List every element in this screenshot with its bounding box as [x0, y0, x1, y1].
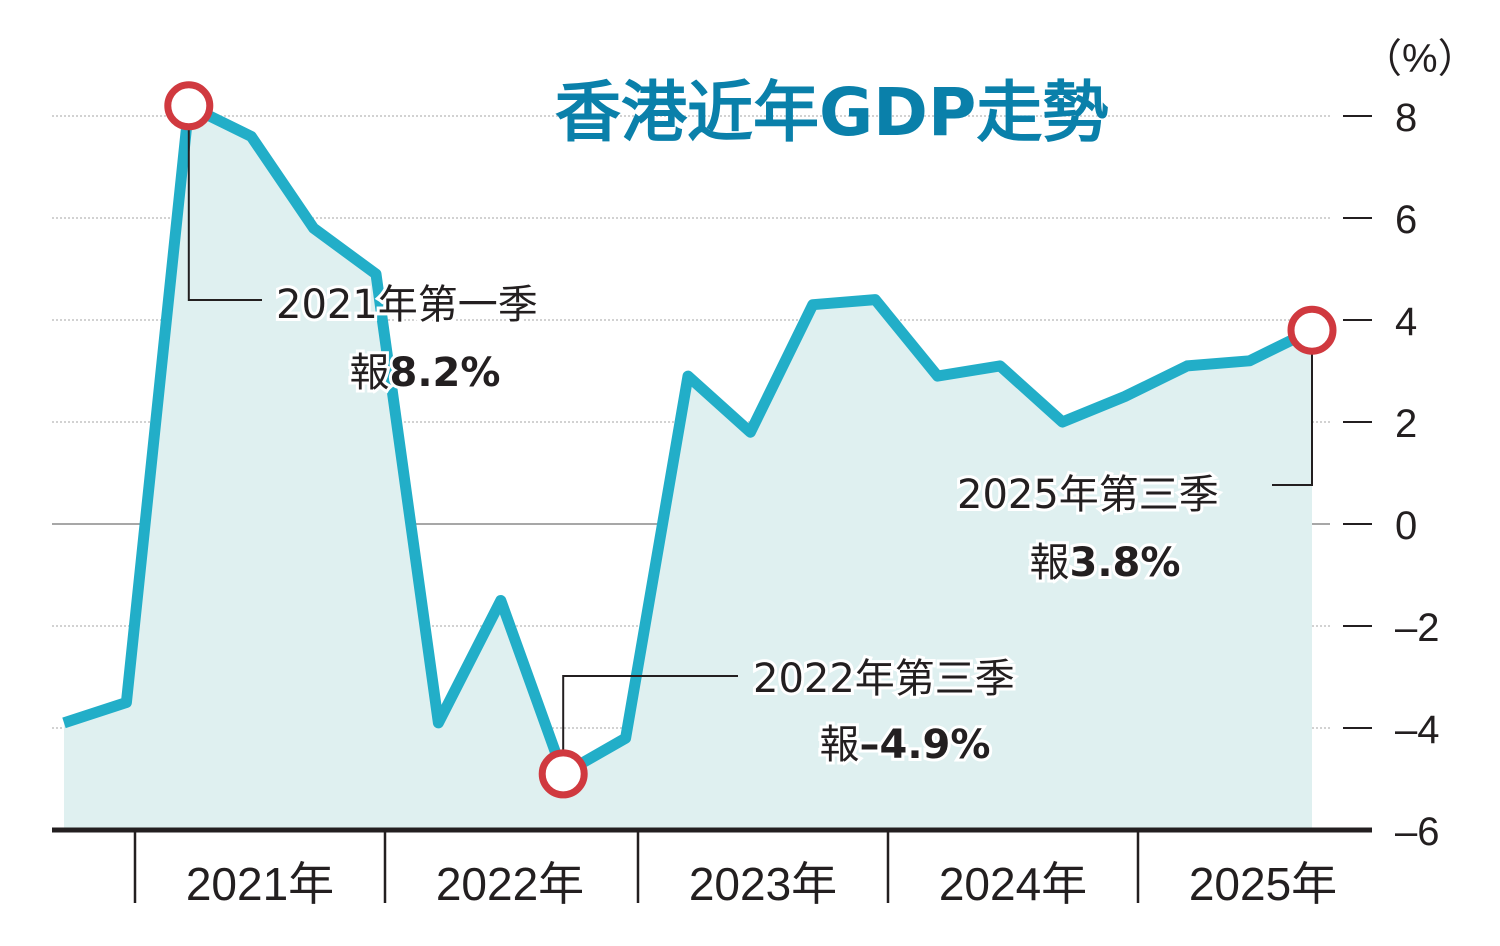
y-tick-label: 2 [1395, 402, 1417, 446]
annotation-value-number: 8.2% [390, 350, 501, 396]
annotation-value-number: 3.8% [1070, 540, 1181, 586]
annotation-prefix: 報 [1030, 540, 1070, 586]
annotation-value: 報–4.9% [820, 722, 991, 768]
annotation-leader-line [1272, 330, 1313, 486]
annotation-prefix: 報 [350, 350, 390, 396]
highlight-marker [164, 81, 214, 131]
annotation-prefix: 報 [820, 722, 860, 768]
annotation-leader-line [562, 675, 738, 774]
y-tick-label: 0 [1395, 504, 1417, 548]
annotation-value-number: –4.9% [860, 722, 991, 768]
y-tick-label: 6 [1395, 198, 1417, 242]
annotation-label: 2022年第三季 [753, 656, 1015, 702]
gdp-line [62, 100, 1315, 780]
highlight-marker [538, 749, 588, 799]
y-tick-label: 4 [1395, 300, 1417, 344]
annotation-leader-line [187, 105, 262, 301]
y-tick-label: –6 [1395, 810, 1440, 854]
y-tick-label: 8 [1395, 96, 1417, 140]
x-year-label: 2024年 [939, 858, 1087, 910]
x-year-label: 2021年 [186, 858, 334, 910]
chart-title: 香港近年GDP走勢 [555, 74, 1108, 151]
x-year-label: 2023年 [689, 858, 837, 910]
annotation-label: 2025年第三季 [957, 472, 1219, 518]
y-tick-label: –4 [1395, 708, 1440, 752]
annotation-value: 報3.8% [1030, 540, 1181, 586]
x-year-label: 2022年 [436, 858, 584, 910]
y-unit-label: （%） [1362, 37, 1478, 81]
highlight-marker [1287, 305, 1337, 355]
area-fill [64, 105, 1312, 831]
x-year-label: 2025年 [1189, 858, 1337, 910]
annotation-value: 報8.2% [350, 350, 501, 396]
y-tick-label: –2 [1395, 606, 1440, 650]
annotation-label: 2021年第一季 [276, 282, 538, 328]
